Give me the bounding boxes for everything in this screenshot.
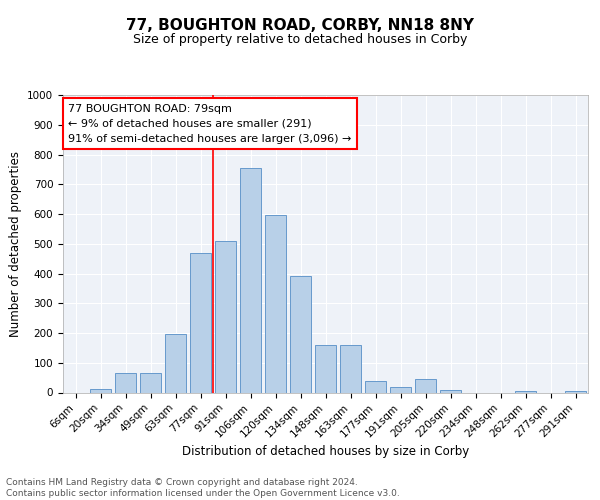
Bar [565,391,586,392]
Bar [390,386,411,392]
Text: Contains HM Land Registry data © Crown copyright and database right 2024.
Contai: Contains HM Land Registry data © Crown c… [6,478,400,498]
Bar [440,390,461,392]
Bar [165,334,186,392]
Bar [140,373,161,392]
Text: 77, BOUGHTON ROAD, CORBY, NN18 8NY: 77, BOUGHTON ROAD, CORBY, NN18 8NY [126,18,474,32]
Bar [365,380,386,392]
Bar [265,216,286,392]
Bar [190,252,211,392]
Bar [315,345,336,393]
Bar [90,389,111,392]
X-axis label: Distribution of detached houses by size in Corby: Distribution of detached houses by size … [182,444,469,458]
Bar [115,373,136,392]
Bar [515,391,536,392]
Bar [340,345,361,393]
Text: 77 BOUGHTON ROAD: 79sqm
← 9% of detached houses are smaller (291)
91% of semi-de: 77 BOUGHTON ROAD: 79sqm ← 9% of detached… [68,104,352,144]
Bar [415,379,436,392]
Bar [215,241,236,392]
Bar [240,168,261,392]
Y-axis label: Number of detached properties: Number of detached properties [8,151,22,337]
Text: Size of property relative to detached houses in Corby: Size of property relative to detached ho… [133,32,467,46]
Bar [290,276,311,392]
